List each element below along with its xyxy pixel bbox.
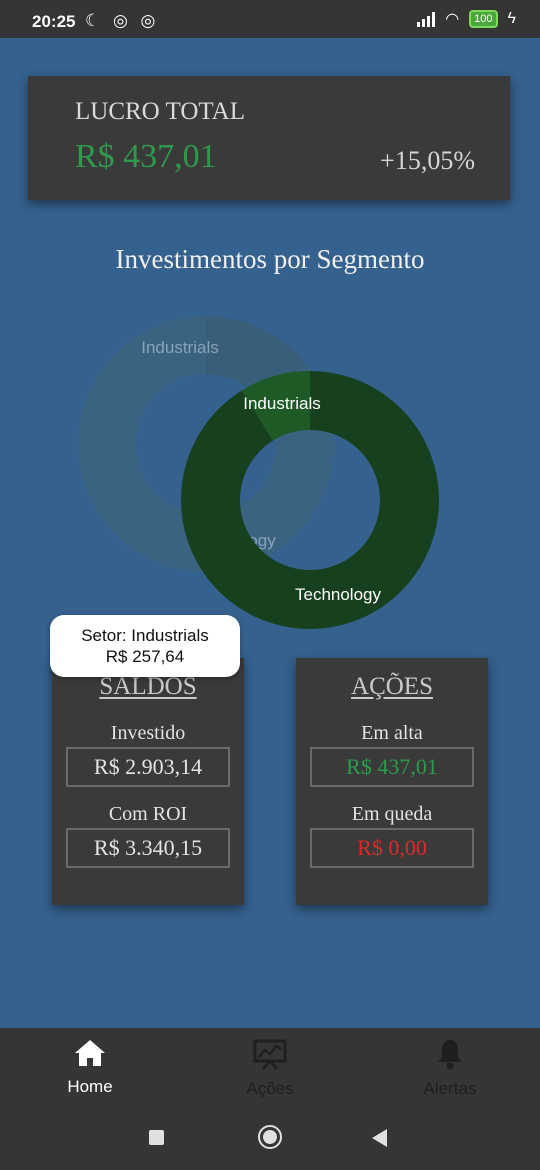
chart-title: Investimentos por Segmento: [115, 244, 425, 274]
ghost-label-industrials: Industrials: [141, 338, 218, 357]
roi-value: R$ 3.340,15: [66, 828, 230, 868]
back-button[interactable]: [372, 1129, 387, 1147]
signal-icon: [417, 11, 436, 27]
chart-board-icon: [253, 1039, 287, 1070]
nav-home-label: Home: [67, 1077, 113, 1096]
charging-icon: ϟ: [507, 10, 516, 27]
balances-card: SALDOS Investido R$ 2.903,14 Com ROI R$ …: [52, 658, 244, 905]
falling-label: Em queda: [351, 803, 433, 825]
total-profit-label: LUCRO TOTAL: [75, 98, 245, 125]
nav-stocks[interactable]: Ações: [210, 1038, 330, 1099]
balances-title: SALDOS: [99, 673, 197, 700]
rising-label: Em alta: [361, 722, 423, 744]
tooltip-sector: Setor: Industrials: [81, 626, 209, 645]
main-donut[interactable]: Industrials Technology: [180, 371, 439, 629]
falling-value: R$ 0,00: [310, 828, 474, 868]
segment-donut-chart[interactable]: Industrials ogy Industrials Technology: [0, 290, 540, 640]
nav-alerts[interactable]: Alertas: [390, 1038, 510, 1099]
total-profit-card: LUCRO TOTAL R$ 437,01 +15,05%: [28, 76, 510, 200]
battery-icon: 100: [469, 10, 498, 28]
stocks-title: AÇÕES: [351, 673, 433, 700]
label-technology: Technology: [295, 585, 382, 604]
nav-alerts-label: Alertas: [423, 1079, 477, 1098]
home-button[interactable]: [258, 1125, 282, 1149]
stocks-card: AÇÕES Em alta R$ 437,01 Em queda R$ 0,00: [296, 658, 488, 905]
invested-label: Investido: [110, 722, 186, 744]
wifi-icon: ◠: [445, 11, 460, 28]
roi-label: Com ROI: [108, 803, 188, 825]
chart-tooltip: Setor: Industrials R$ 257,64: [50, 615, 240, 677]
nav-home[interactable]: Home: [30, 1038, 150, 1097]
nav-stocks-label: Ações: [246, 1079, 294, 1098]
recent-apps-button[interactable]: [149, 1130, 164, 1145]
moon-icon: ☾ ◎ ◎: [85, 11, 160, 30]
invested-value: R$ 2.903,14: [66, 747, 230, 787]
bell-icon: [438, 1040, 462, 1070]
home-icon: [75, 1040, 105, 1066]
tooltip-value: R$ 257,64: [105, 647, 185, 666]
slice-industrials[interactable]: [241, 371, 310, 441]
status-icons: ◠ 100 ϟ: [417, 9, 516, 29]
label-industrials: Industrials: [243, 394, 320, 413]
slice-technology[interactable]: [180, 371, 439, 629]
total-profit-percent: +15,05%: [380, 146, 475, 175]
status-bar: 20:25 ☾ ◎ ◎ ◠ 100 ϟ: [0, 0, 540, 38]
total-profit-value: R$ 437,01: [75, 138, 217, 175]
rising-value: R$ 437,01: [310, 747, 474, 787]
status-time: 20:25: [32, 12, 76, 31]
